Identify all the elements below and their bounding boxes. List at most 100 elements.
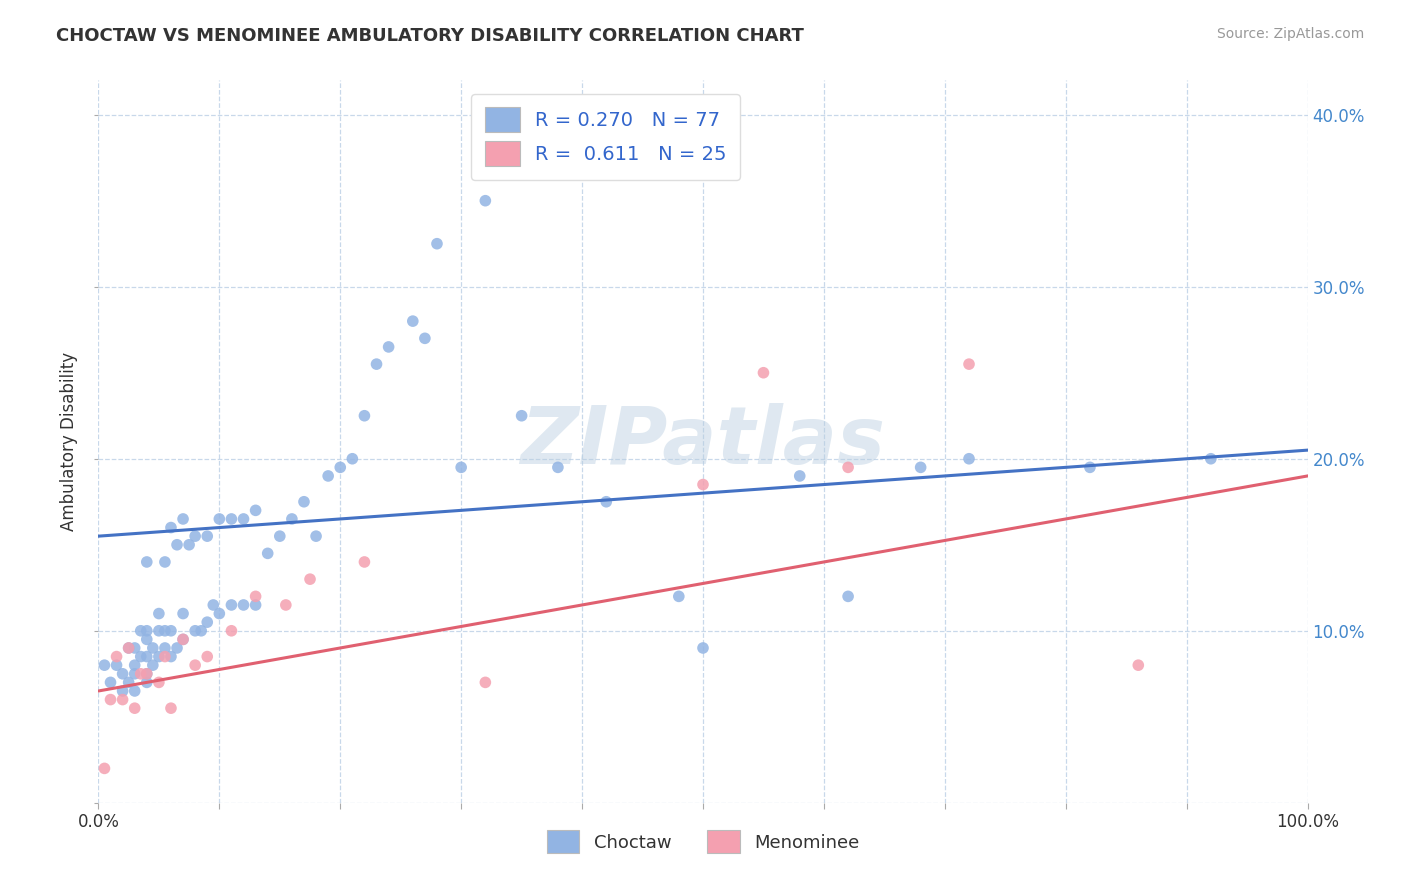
Point xyxy=(111,692,134,706)
Point xyxy=(510,409,533,423)
Point xyxy=(184,529,207,543)
Point xyxy=(195,649,218,664)
Point xyxy=(202,598,225,612)
Point xyxy=(105,658,128,673)
Point xyxy=(274,598,297,612)
Point xyxy=(172,512,194,526)
Point xyxy=(124,658,146,673)
Point xyxy=(111,684,134,698)
Point xyxy=(124,684,146,698)
Point xyxy=(353,555,375,569)
Point xyxy=(160,649,183,664)
Point xyxy=(135,649,157,664)
Point xyxy=(172,607,194,621)
Point xyxy=(148,607,170,621)
Point xyxy=(245,503,267,517)
Point xyxy=(221,598,243,612)
Text: ZIPatlas: ZIPatlas xyxy=(520,402,886,481)
Point xyxy=(135,624,157,638)
Point xyxy=(595,494,617,508)
Point xyxy=(166,538,188,552)
Point xyxy=(135,666,157,681)
Point xyxy=(129,666,152,681)
Point xyxy=(221,512,243,526)
Point xyxy=(129,649,152,664)
Point xyxy=(353,409,375,423)
Point xyxy=(93,658,115,673)
Point xyxy=(232,598,254,612)
Point xyxy=(474,194,496,208)
Point xyxy=(93,761,115,775)
Point xyxy=(153,649,176,664)
Point xyxy=(153,555,176,569)
Point xyxy=(957,357,980,371)
Point xyxy=(837,460,859,475)
Point xyxy=(118,675,141,690)
Point xyxy=(232,512,254,526)
Point xyxy=(124,666,146,681)
Point xyxy=(692,477,714,491)
Point xyxy=(135,666,157,681)
Point xyxy=(1199,451,1222,466)
Point xyxy=(450,460,472,475)
Point xyxy=(752,366,775,380)
Point xyxy=(208,512,231,526)
Text: Source: ZipAtlas.com: Source: ZipAtlas.com xyxy=(1216,27,1364,41)
Point xyxy=(1078,460,1101,475)
Point xyxy=(474,675,496,690)
Point xyxy=(1128,658,1150,673)
Point xyxy=(124,640,146,655)
Point xyxy=(305,529,328,543)
Point xyxy=(118,640,141,655)
Point xyxy=(316,469,339,483)
Point xyxy=(547,460,569,475)
Point xyxy=(184,624,207,638)
Point xyxy=(166,640,188,655)
Point xyxy=(668,590,690,604)
Point xyxy=(135,675,157,690)
Point xyxy=(789,469,811,483)
Text: CHOCTAW VS MENOMINEE AMBULATORY DISABILITY CORRELATION CHART: CHOCTAW VS MENOMINEE AMBULATORY DISABILI… xyxy=(56,27,804,45)
Point xyxy=(692,640,714,655)
Point xyxy=(269,529,291,543)
Point xyxy=(100,675,122,690)
Point xyxy=(195,615,218,630)
Point xyxy=(142,658,165,673)
Point xyxy=(148,675,170,690)
Point xyxy=(142,640,165,655)
Point xyxy=(148,649,170,664)
Point xyxy=(153,624,176,638)
Y-axis label: Ambulatory Disability: Ambulatory Disability xyxy=(60,352,79,531)
Point xyxy=(184,658,207,673)
Point xyxy=(160,520,183,534)
Point xyxy=(160,624,183,638)
Point xyxy=(342,451,364,466)
Point xyxy=(221,624,243,638)
Point xyxy=(153,640,176,655)
Point xyxy=(124,701,146,715)
Point xyxy=(179,538,201,552)
Point xyxy=(135,555,157,569)
Point xyxy=(111,666,134,681)
Point xyxy=(366,357,388,371)
Point xyxy=(910,460,932,475)
Point xyxy=(172,632,194,647)
Point xyxy=(377,340,399,354)
Point xyxy=(413,331,436,345)
Point xyxy=(837,590,859,604)
Point xyxy=(292,494,315,508)
Point xyxy=(118,640,141,655)
Point xyxy=(957,451,980,466)
Point xyxy=(172,632,194,647)
Point xyxy=(135,632,157,647)
Point xyxy=(208,607,231,621)
Point xyxy=(160,701,183,715)
Point xyxy=(148,624,170,638)
Legend: Choctaw, Menominee: Choctaw, Menominee xyxy=(534,818,872,866)
Point xyxy=(299,572,322,586)
Point xyxy=(129,624,152,638)
Point xyxy=(245,590,267,604)
Point xyxy=(281,512,304,526)
Point xyxy=(402,314,425,328)
Point xyxy=(245,598,267,612)
